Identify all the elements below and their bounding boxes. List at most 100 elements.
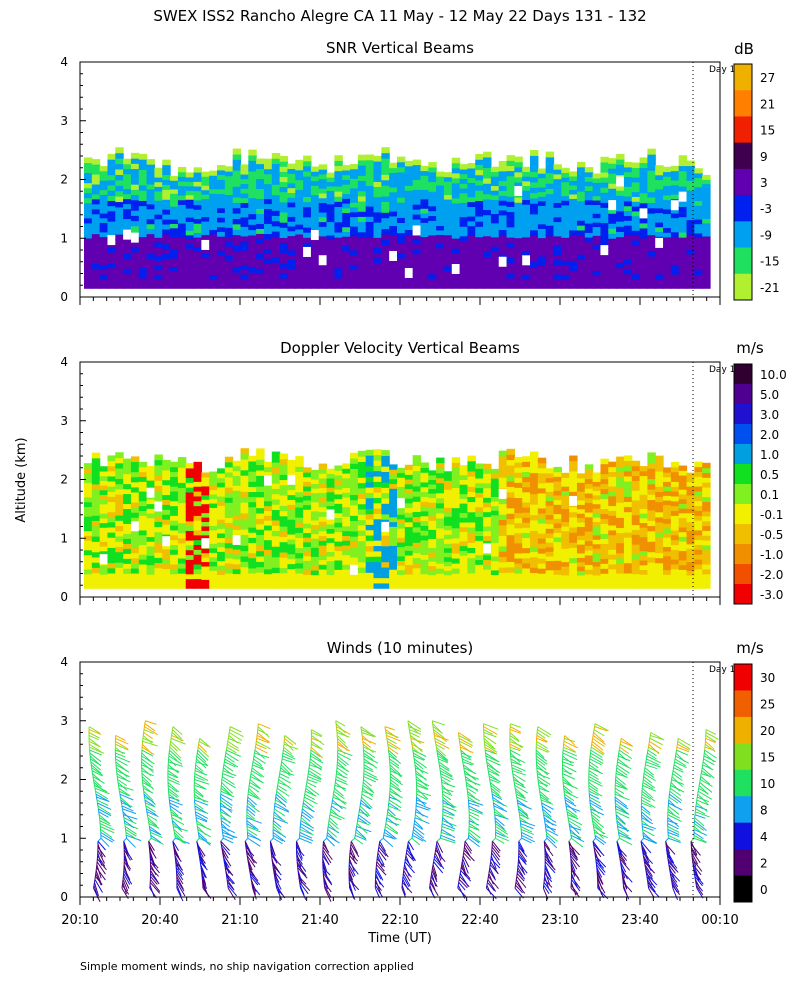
doppler-cell [443,484,453,490]
snr-cell [686,190,695,196]
snr-cell [271,251,281,258]
snr-cell [404,195,414,201]
doppler-cell [483,521,492,527]
snr-cell [381,163,390,170]
snr-cell [694,219,703,225]
doppler-cell [569,491,578,497]
wind-barb [194,776,205,782]
doppler-cell [381,556,390,563]
wind-shaft [93,785,96,789]
snr-cell [443,185,453,191]
snr-cell [467,172,476,179]
doppler-cell [702,467,711,474]
snr-cell [170,275,179,281]
snr-cell [263,273,273,279]
doppler-cell [616,512,625,518]
snr-cell [608,268,617,274]
snr-cell [530,250,539,257]
snr-cell [287,197,296,203]
doppler-cell [232,509,242,516]
doppler-cell [185,487,195,493]
doppler-cell [224,537,234,544]
snr-cell [592,266,602,272]
doppler-cell [467,532,476,538]
snr-cell [271,282,281,289]
doppler-cell [600,498,609,505]
snr-cell [342,174,351,180]
snr-cell [263,263,273,269]
doppler-cell [256,491,265,498]
doppler-cell [91,525,101,532]
doppler-cell [287,568,296,574]
doppler-cell [224,532,234,539]
doppler-cell [350,582,359,589]
doppler-cell [428,547,437,553]
snr-cell [271,220,281,227]
doppler-cell [271,509,281,516]
snr-cell [592,182,602,188]
snr-cell [357,200,367,207]
wind-barb [197,749,209,761]
snr-cell [663,194,672,201]
doppler-cell [483,497,492,503]
snr-cell [263,218,273,225]
doppler-cell [592,570,602,576]
doppler-cell [310,579,320,585]
snr-cell [232,255,242,262]
snr-cell [490,213,500,219]
snr-cell [256,178,265,185]
wind-barb [91,770,103,777]
snr-cell [670,283,680,289]
doppler-cell [193,554,202,560]
snr-gap [655,237,667,248]
snr-cell [271,256,281,263]
doppler-cell [569,547,578,554]
doppler-cell [451,573,461,579]
doppler-cell [514,562,523,569]
snr-cell [475,252,484,258]
wind-barb [123,870,133,885]
snr-cell [123,263,132,269]
snr-cell [639,247,648,254]
snr-cell [670,165,680,172]
wind-barb [141,758,154,768]
doppler-cell [146,522,156,528]
snr-cell [592,283,602,289]
snr-cell [404,224,414,231]
snr-cell [443,230,453,236]
doppler-cell [428,570,437,576]
doppler-cell [318,492,328,498]
doppler-cell [177,557,187,564]
snr-cell [279,156,289,162]
snr-cell [397,171,406,178]
snr-cell [357,262,367,269]
doppler-cell [506,470,515,477]
doppler-cell [694,490,703,497]
snr-cell [514,232,523,239]
snr-cell [193,171,202,178]
snr-cell [318,192,328,199]
doppler-cell [193,539,202,546]
doppler-cell [287,529,296,535]
wind-barb [227,884,237,897]
snr-cell [318,240,328,246]
doppler-cell [655,516,664,523]
doppler-cell [530,577,539,584]
doppler-cell [279,536,289,543]
doppler-cell [303,551,312,557]
doppler-cell [686,530,695,536]
snr-cell [561,237,570,243]
snr-cell [256,203,265,209]
doppler-cell [91,520,101,527]
snr-cell [201,207,210,213]
snr-cell [107,195,116,201]
snr-cell [342,259,351,266]
doppler-cell [248,552,257,559]
snr-cell [576,171,586,178]
snr-cell [490,255,500,261]
snr-gap [404,267,416,278]
doppler-cell [561,534,570,540]
snr-cell [412,159,422,166]
snr-cell [569,247,578,253]
